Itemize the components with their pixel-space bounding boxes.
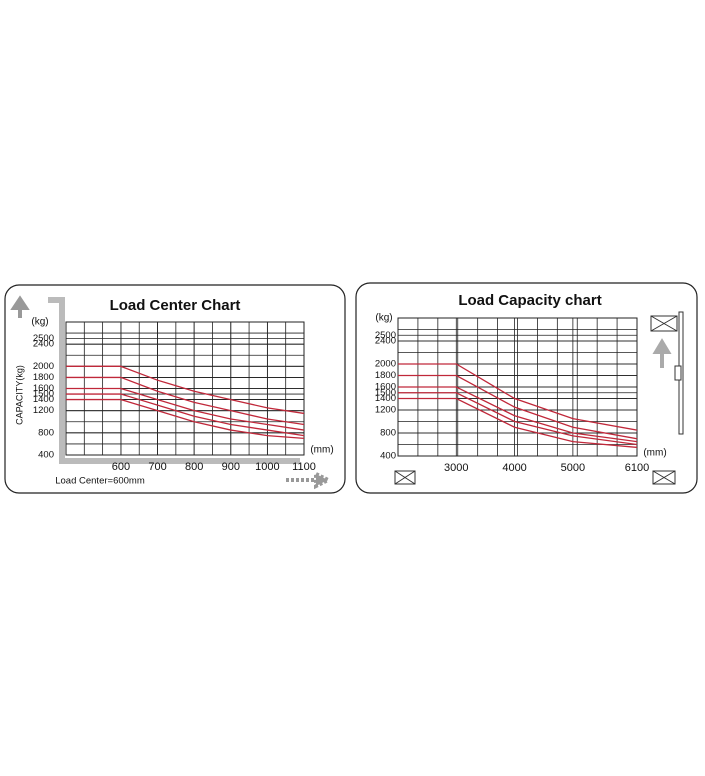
x-unit: (mm): [643, 448, 666, 459]
y-tick-label: 1800: [375, 370, 396, 381]
y-tick-label: 2000: [375, 359, 396, 370]
x-tick-label: 600: [112, 461, 130, 473]
y-tick-label: 400: [380, 451, 396, 462]
x-tick-label: 800: [185, 461, 203, 473]
data-line: [66, 376, 305, 426]
x-tick-label: 5000: [561, 462, 585, 474]
data-line: [66, 365, 305, 415]
x-tick-label: 3000: [444, 462, 468, 474]
data-line: [398, 363, 638, 431]
load-icon: [652, 470, 676, 485]
y-tick-label: 2000: [33, 361, 54, 372]
y-tick-label: 1400: [375, 393, 396, 404]
up-arrow: [652, 338, 672, 368]
chart-title: Load Capacity chart: [458, 292, 601, 309]
right-arrow: [286, 470, 333, 490]
data-line: [66, 387, 305, 431]
y-tick-label: 1200: [375, 405, 396, 416]
bracket: [48, 297, 300, 464]
y-tick-label: 1600: [33, 383, 54, 394]
y-tick-label: 2400: [375, 336, 396, 347]
y-tick-label: 2500: [375, 330, 396, 341]
y-unit: (kg): [31, 317, 48, 328]
data-line: [66, 398, 305, 440]
data-line: [398, 397, 638, 449]
y-tick-label: 800: [38, 427, 54, 438]
x-tick-label: 900: [222, 461, 240, 473]
load-icon: [394, 470, 416, 485]
chart-title: Load Center Chart: [110, 297, 241, 314]
y-tick-label: 1400: [33, 394, 54, 405]
y-tick-label: 2500: [33, 333, 54, 344]
load-icon: [650, 315, 678, 332]
y-unit: (kg): [375, 313, 392, 324]
y-tick-label: 1600: [375, 382, 396, 393]
data-line: [66, 393, 305, 437]
y-tick-label: 1500: [33, 389, 54, 400]
y-tick-label: 400: [38, 450, 54, 461]
y-axis-label: CAPACITY(kg): [14, 365, 24, 425]
x-tick-label: 6100: [625, 462, 649, 474]
data-line: [398, 392, 638, 446]
data-line: [398, 386, 638, 443]
x-tick-label: 700: [148, 461, 166, 473]
y-tick-label: 2400: [33, 339, 54, 350]
x-tick-label: 4000: [502, 462, 526, 474]
y-tick-label: 1500: [375, 387, 396, 398]
x-tick-label: 1100: [292, 461, 316, 473]
up-arrow: [10, 295, 30, 318]
carriage: [674, 365, 682, 381]
x-tick-label: 1000: [255, 461, 279, 473]
y-tick-label: 1200: [33, 405, 54, 416]
note: Load Center=600mm: [55, 476, 145, 487]
y-tick-label: 800: [380, 428, 396, 439]
y-tick-label: 1800: [33, 372, 54, 383]
data-line: [398, 374, 638, 440]
x-unit: (mm): [310, 445, 333, 456]
